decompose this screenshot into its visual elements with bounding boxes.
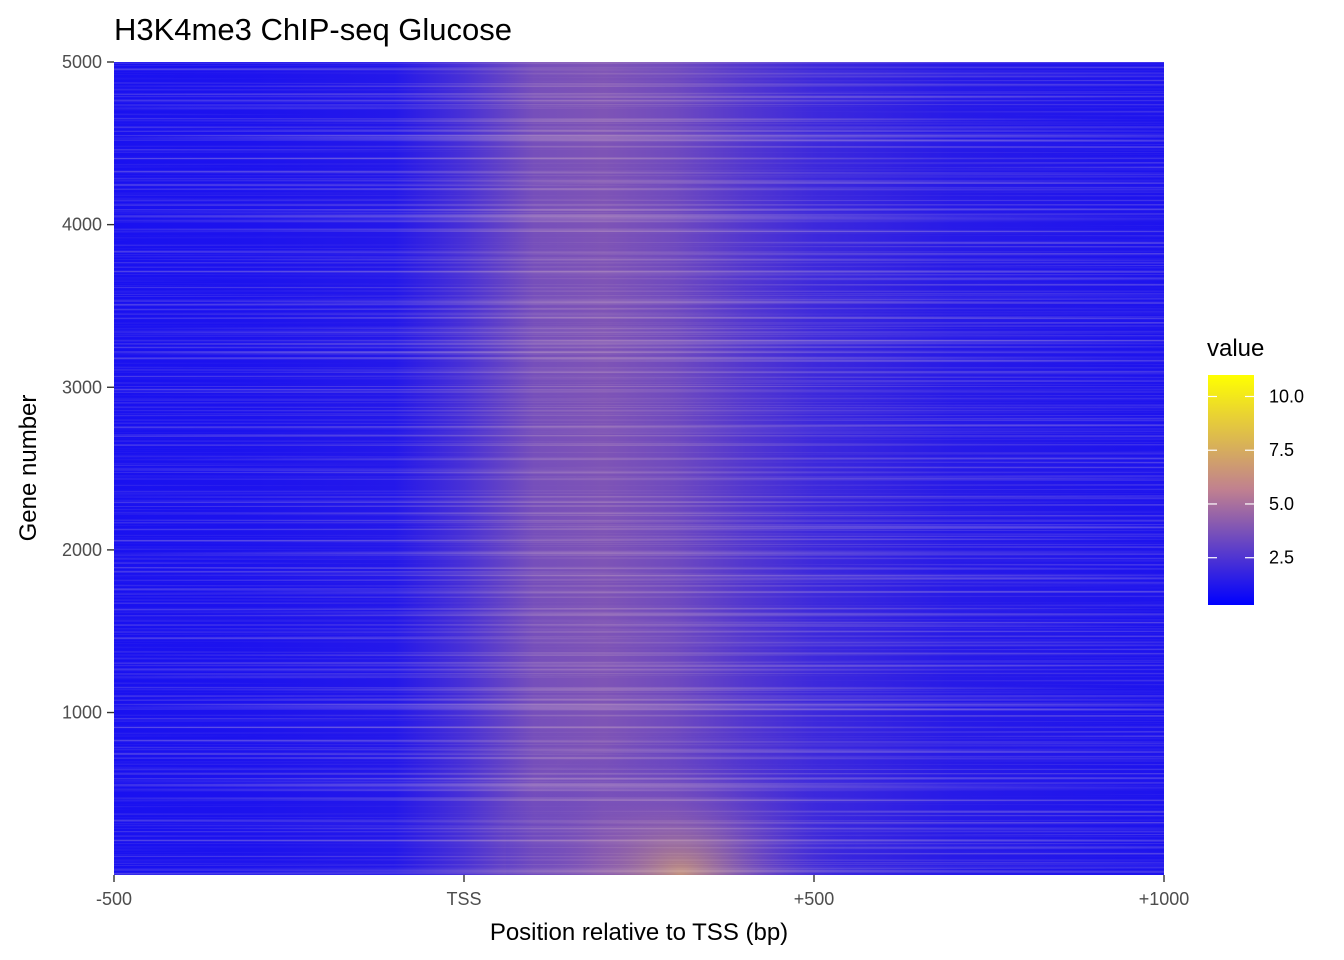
colorbar bbox=[1208, 375, 1254, 605]
x-axis-title: Position relative to TSS (bp) bbox=[490, 919, 788, 946]
colorbar-tick-label: 5.0 bbox=[1269, 494, 1294, 514]
y-axis-title: Gene number bbox=[15, 395, 42, 542]
x-tick-label: -500 bbox=[96, 889, 132, 909]
x-axis: -500 TSS +500 +1000 bbox=[96, 875, 1189, 909]
legend-title: value bbox=[1207, 335, 1264, 362]
x-tick-label: +1000 bbox=[1139, 889, 1190, 909]
colorbar-legend: value 2.5 5.0 7.5 10.0 bbox=[1207, 335, 1304, 605]
x-tick-label: +500 bbox=[794, 889, 835, 909]
colorbar-tick-label: 10.0 bbox=[1269, 386, 1304, 406]
colorbar-tick-label: 7.5 bbox=[1269, 440, 1294, 460]
y-tick-label: 4000 bbox=[62, 215, 102, 235]
chart-title: H3K4me3 ChIP-seq Glucose bbox=[114, 12, 512, 47]
y-tick-label: 1000 bbox=[62, 703, 102, 723]
y-tick-label: 5000 bbox=[62, 52, 102, 72]
x-tick-label: TSS bbox=[446, 889, 481, 909]
y-tick-label: 3000 bbox=[62, 377, 102, 397]
heatmap-row-texture bbox=[114, 62, 1164, 875]
y-tick-label: 2000 bbox=[62, 540, 102, 560]
heatmap-panel bbox=[114, 62, 1164, 875]
colorbar-tick-label: 2.5 bbox=[1269, 548, 1294, 568]
y-axis: 1000 2000 3000 4000 5000 bbox=[62, 52, 114, 723]
